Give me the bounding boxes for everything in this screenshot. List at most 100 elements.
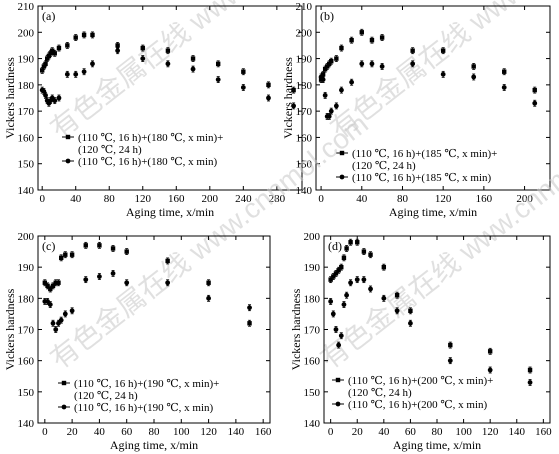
data-point-square [440, 48, 446, 53]
y-tick-label: 200 [18, 27, 35, 39]
data-point-circle [247, 305, 252, 311]
data-point-square [381, 264, 387, 270]
data-point-square [39, 68, 45, 73]
data-point-square [50, 48, 55, 53]
x-axis-label: Aging time, x/min [393, 438, 481, 452]
legend-entry-1: (110 ℃, 16 h)+(180 ℃, x min)+ [78, 132, 223, 144]
y-tick-label: 190 [296, 54, 313, 66]
legend-entry-1: (110 ℃, 16 h)+(190 ℃, x min)+ [74, 378, 219, 390]
y-tick-label: 140 [18, 185, 35, 197]
x-tick-label: 40 [356, 193, 368, 205]
x-tick-label: 60 [121, 426, 133, 438]
y-tick-label: 200 [304, 231, 321, 243]
data-point-circle [115, 48, 121, 54]
x-tick-label: 240 [235, 193, 252, 205]
legend-marker-circle [65, 158, 71, 164]
data-point-circle [447, 358, 453, 364]
data-point-square [43, 61, 48, 67]
x-tick-label: 160 [535, 426, 552, 438]
data-point-circle [471, 74, 477, 80]
data-point-circle [47, 302, 53, 307]
panel-label: (a) [42, 9, 55, 23]
data-point-square [124, 249, 129, 254]
legend-marker-circle [61, 404, 67, 410]
data-point-circle [349, 79, 355, 85]
data-point-square [266, 82, 271, 88]
y-axis-label: Vickers hardness [3, 57, 17, 139]
data-point-square [215, 61, 221, 67]
data-point-square [115, 43, 120, 48]
data-point-square [45, 56, 50, 61]
data-point-square [65, 43, 70, 48]
panel-label: (b) [320, 9, 334, 23]
data-point-square [41, 64, 47, 69]
x-tick-label: 120 [200, 426, 217, 438]
data-point-circle [354, 277, 360, 283]
data-point-square [359, 30, 364, 35]
y-axis-label: Vickers hardness [281, 57, 295, 139]
legend-entry-1-cont: (120 ℃, 24 h) [348, 387, 412, 399]
data-point-circle [62, 311, 68, 317]
data-point-square [110, 246, 116, 251]
data-point-square [165, 258, 170, 264]
x-tick-label: 80 [432, 426, 444, 438]
x-tick-label: 40 [94, 426, 106, 438]
data-point-circle [69, 308, 75, 314]
data-point-square [348, 240, 353, 245]
data-point-circle [532, 100, 538, 106]
y-tick-label: 210 [18, 1, 35, 13]
x-tick-label: 20 [67, 426, 79, 438]
data-point-square [190, 56, 196, 61]
y-tick-label: 180 [304, 293, 321, 305]
x-tick-label: 280 [269, 193, 286, 205]
data-point-square [333, 271, 339, 276]
data-point-square [344, 246, 349, 251]
y-tick-label: 170 [18, 325, 35, 337]
data-point-square [83, 243, 88, 248]
data-point-circle [361, 277, 367, 283]
data-point-square [46, 53, 52, 59]
panel-label: (d) [328, 239, 342, 253]
x-tick-label: 160 [476, 193, 493, 205]
data-point-circle [90, 61, 95, 67]
y-tick-label: 150 [304, 387, 321, 399]
data-point-circle [322, 92, 328, 98]
data-point-square [341, 255, 347, 261]
data-point-circle [344, 292, 349, 298]
data-point-circle [165, 280, 171, 286]
data-point-square [355, 240, 360, 245]
data-point-square [45, 283, 50, 289]
y-tick-label: 160 [18, 132, 35, 144]
panel-label: (c) [42, 239, 55, 253]
x-tick-label: 160 [168, 193, 185, 205]
x-tick-label: 160 [255, 426, 272, 438]
y-tick-label: 150 [18, 159, 35, 171]
data-point-circle [527, 380, 533, 385]
data-point-circle [320, 77, 326, 82]
y-tick-label: 140 [304, 418, 321, 430]
data-point-circle [97, 274, 102, 279]
legend-entry-2: (110 ℃, 16 h)+(190 ℃, x min) [74, 402, 214, 414]
data-point-square [50, 283, 56, 289]
data-point-circle [56, 320, 61, 326]
data-point-square [339, 45, 344, 51]
y-tick-label: 170 [304, 325, 321, 337]
data-point-square [487, 349, 493, 354]
data-point-circle [368, 286, 373, 292]
data-point-square [53, 280, 58, 285]
data-point-circle [64, 71, 70, 77]
data-point-circle [501, 85, 507, 90]
y-tick-label: 200 [296, 27, 313, 39]
data-point-circle [83, 277, 89, 283]
y-tick-label: 170 [18, 106, 35, 118]
x-tick-label: 140 [228, 426, 245, 438]
x-axis-label: Aging time, x/min [126, 205, 214, 219]
x-tick-label: 140 [509, 426, 526, 438]
x-tick-label: 120 [435, 193, 452, 205]
y-tick-label: 140 [18, 418, 35, 430]
data-point-square [42, 280, 48, 285]
data-point-square [410, 48, 415, 53]
x-tick-label: 120 [135, 193, 152, 205]
